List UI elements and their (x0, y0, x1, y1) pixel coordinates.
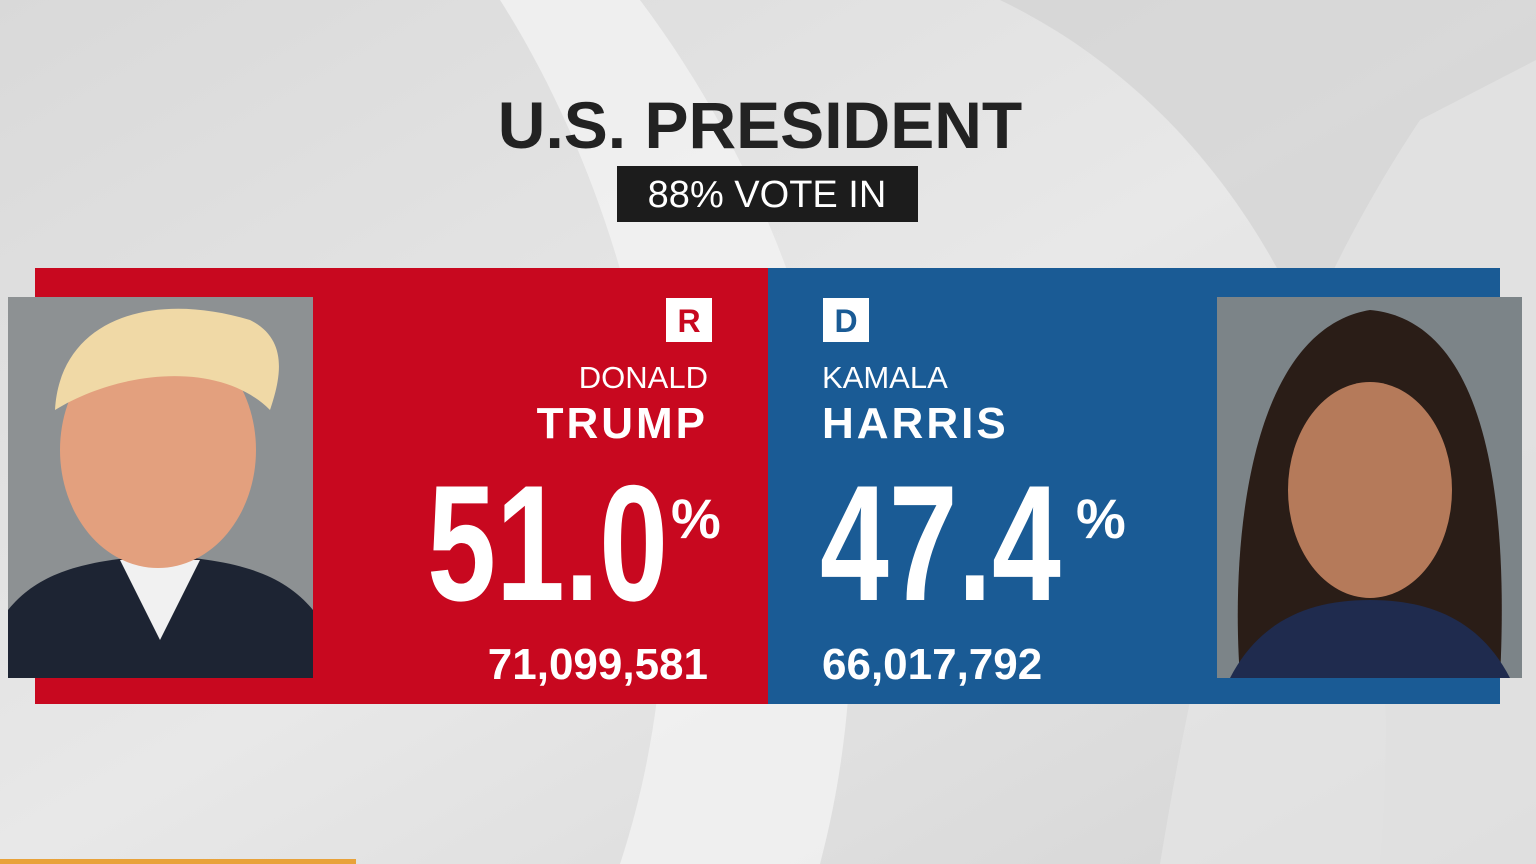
party-letter: R (677, 303, 700, 339)
percent-sign: % (1076, 487, 1126, 550)
first-name: KAMALA (822, 360, 948, 395)
title: U.S. PRESIDENT (498, 88, 1022, 162)
vote-percent: 51.0 (427, 451, 668, 635)
party-badge (823, 298, 869, 342)
badge-text: 88% VOTE IN (648, 174, 887, 216)
percent-sign: % (671, 487, 721, 550)
last-name: TRUMP (537, 399, 708, 448)
vote-count: 66,017,792 (822, 640, 1042, 689)
vote-count: 71,099,581 (488, 640, 708, 689)
party-letter: D (834, 303, 857, 339)
rep-photo (8, 297, 313, 678)
first-name: DONALD (579, 360, 708, 395)
vote-percent: 47.4 (820, 451, 1061, 635)
party-badge (666, 298, 712, 342)
badge-bg (617, 166, 918, 222)
last-name: HARRIS (822, 399, 1009, 448)
accent-line (0, 859, 356, 864)
dem-photo (1217, 297, 1522, 678)
